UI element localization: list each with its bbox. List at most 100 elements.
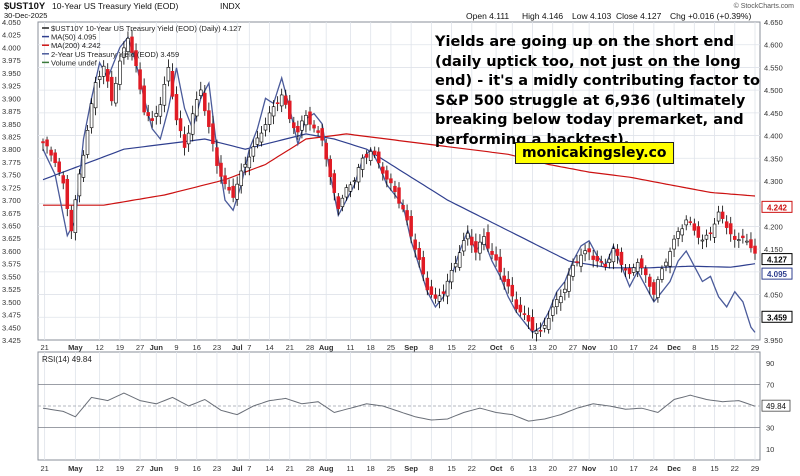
left-axis-tick: 3.575 (2, 260, 21, 269)
candle-down (401, 204, 405, 210)
candle-down (692, 223, 697, 231)
candle-up (158, 104, 163, 117)
x-axis-tick: 20 (549, 343, 557, 352)
candle-down (223, 175, 227, 185)
candle-down (231, 185, 235, 198)
x-axis-tick-lower: 19 (116, 464, 124, 473)
candle-down (441, 291, 446, 294)
candle-up (93, 82, 98, 109)
candle-down (292, 122, 296, 129)
left-axis-tick: 3.725 (2, 183, 21, 192)
candle-up (567, 274, 571, 292)
candle-up (199, 89, 203, 96)
ohlc-low: Low 4.103 (572, 11, 611, 21)
rsi-last-box (761, 399, 791, 412)
candle-down (652, 282, 656, 295)
candle-up (126, 37, 130, 52)
x-axis-tick: Nov (582, 343, 597, 352)
left-axis-tick: 3.975 (2, 56, 21, 65)
candle-up (243, 163, 248, 168)
x-axis-tick-lower: 21 (286, 464, 294, 473)
candle-up (300, 120, 304, 131)
candle-up (340, 197, 345, 207)
candle-up (154, 113, 159, 117)
candle-down (595, 256, 599, 262)
right-axis-tick: 4.050 (764, 291, 783, 300)
candle-down (296, 125, 300, 133)
left-axis-tick: 3.775 (2, 158, 21, 167)
candle-up (194, 99, 199, 117)
candle-up (712, 223, 717, 238)
chart-exchange: INDX (220, 1, 241, 11)
right-axis-tick: 4.300 (764, 177, 783, 186)
candle-up (239, 170, 243, 187)
left-axis-tick: 3.425 (2, 336, 21, 345)
candle-down (130, 36, 134, 53)
price-candles (41, 29, 757, 342)
rsi-gridlines (38, 352, 760, 460)
candle-down (733, 235, 737, 240)
x-axis-tick-lower: 23 (213, 464, 221, 473)
x-axis-tick-lower: Jul (232, 464, 243, 473)
candle-up (656, 279, 660, 298)
candle-down (182, 134, 187, 148)
candle-down (510, 284, 515, 297)
candle-down (627, 267, 632, 275)
right-axis-tick: 3.950 (764, 336, 783, 345)
candle-down (170, 71, 175, 97)
x-axis-tick-lower: Oct (490, 464, 503, 473)
candle-down (494, 254, 498, 261)
x-axis-tick: Jun (150, 343, 164, 352)
x-axis-tick-lower: 22 (731, 464, 739, 473)
left-axis-tick: 3.675 (2, 209, 21, 218)
candle-up (271, 106, 276, 117)
x-axis-tick-lower: 22 (468, 464, 476, 473)
candle-up (118, 60, 122, 85)
ohlc-high: High 4.146 (522, 11, 563, 21)
brand-label: monicakingsley.co (515, 142, 674, 164)
left-axis-tick: 3.625 (2, 234, 21, 243)
right-axis-tick: 4.150 (764, 245, 783, 254)
candle-down (61, 175, 65, 184)
left-axis-tick: 3.750 (2, 171, 21, 180)
candle-down (57, 161, 61, 173)
price-tag-label: 4.127 (767, 256, 788, 265)
candle-up (676, 231, 680, 239)
x-axis-tick-lower: 27 (569, 464, 577, 473)
candle-up (684, 219, 688, 226)
candle-up (190, 113, 195, 135)
x-axis-tick: 28 (306, 343, 314, 352)
x-axis-tick: 24 (650, 343, 658, 352)
candle-down (146, 112, 150, 117)
price-tag-box (761, 267, 793, 280)
candle-up (704, 234, 709, 240)
candle-up (263, 124, 268, 131)
x-axis-tick: 6 (510, 343, 514, 352)
candle-down (45, 139, 49, 147)
x-axis-tick-lower: Dec (667, 464, 681, 473)
candle-up (304, 115, 308, 126)
candle-up (251, 146, 256, 157)
candle-down (433, 294, 438, 299)
ma200-line (43, 133, 756, 206)
x-axis-tick: 22 (731, 343, 739, 352)
candle-down (372, 150, 377, 155)
candle-up (344, 187, 349, 198)
candle-down (53, 152, 57, 164)
x-axis-tick-lower: 8 (429, 464, 433, 473)
candle-down (215, 147, 219, 166)
candle-up (73, 199, 78, 233)
candle-down (648, 276, 652, 287)
x-axis-tick: 27 (569, 343, 577, 352)
x-axis-tick: 27 (136, 343, 144, 352)
candle-down (49, 149, 53, 156)
left-axis-tick: 3.500 (2, 298, 21, 307)
legend-entry: Volume undef (51, 58, 98, 67)
candle-down (105, 69, 110, 82)
candle-up (534, 330, 539, 335)
candle-up (255, 137, 260, 145)
candle-down (518, 304, 523, 313)
candle-down (753, 245, 757, 254)
candle-up (352, 180, 357, 182)
